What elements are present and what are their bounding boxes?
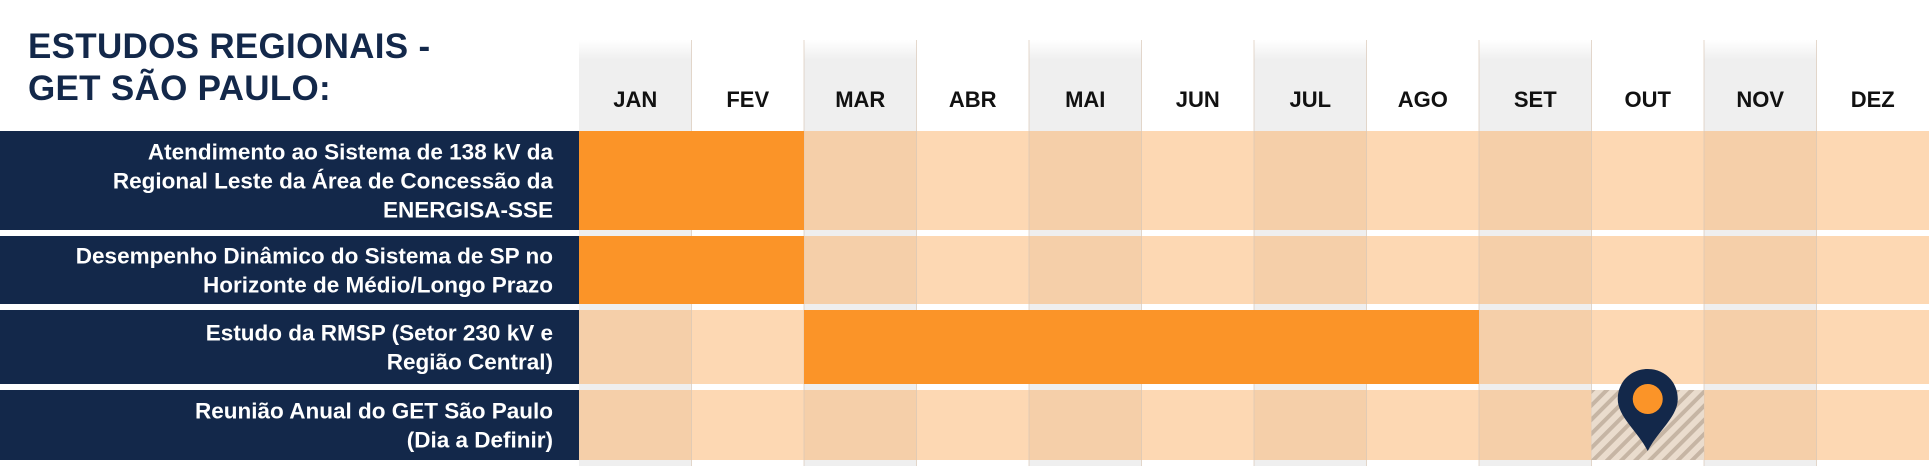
location-pin-icon bbox=[1617, 369, 1678, 451]
task-cell bbox=[1816, 131, 1929, 230]
task-cell bbox=[1366, 236, 1479, 304]
task-cell bbox=[1254, 390, 1367, 460]
chart-title: ESTUDOS REGIONAIS - GET SÃO PAULO: bbox=[28, 26, 430, 110]
task-label-line: (Dia a Definir) bbox=[407, 428, 553, 453]
task-cell bbox=[1816, 390, 1929, 460]
task-label-cell bbox=[0, 310, 579, 384]
task-labels: Atendimento ao Sistema de 138 kV da Regio… bbox=[76, 140, 554, 453]
task-cell bbox=[1479, 236, 1592, 304]
month-label: DEZ bbox=[1851, 87, 1895, 112]
month-label: OUT bbox=[1625, 87, 1672, 112]
task-cell bbox=[579, 310, 692, 384]
task-cell bbox=[1591, 236, 1704, 304]
month-band bbox=[1704, 60, 1817, 131]
task-label-line: Horizonte de Médio/Longo Prazo bbox=[203, 273, 553, 298]
task-cell bbox=[1366, 131, 1479, 230]
task-cell bbox=[1479, 131, 1592, 230]
task-cell bbox=[916, 390, 1029, 460]
month-band-fade bbox=[1704, 40, 1817, 60]
title-line-1: ESTUDOS REGIONAIS - bbox=[28, 27, 431, 66]
pin-dot bbox=[1632, 384, 1663, 414]
task-cell bbox=[804, 390, 917, 460]
task-label-line: Região Central) bbox=[387, 350, 553, 375]
month-band-fade bbox=[1254, 40, 1367, 60]
task-bars bbox=[579, 131, 1704, 460]
month-labels: JAN FEV MAR ABR MAI JUN JUL AGO SET OUT NOV DEZ bbox=[613, 87, 1895, 112]
month-label: MAI bbox=[1065, 87, 1105, 112]
month-band bbox=[804, 60, 917, 131]
task-cell bbox=[1704, 131, 1817, 230]
task-cell bbox=[1816, 236, 1929, 304]
task-cell bbox=[1029, 236, 1142, 304]
task-cell bbox=[1591, 131, 1704, 230]
month-band bbox=[579, 60, 692, 131]
task-cell bbox=[691, 390, 804, 460]
task-cell bbox=[1816, 310, 1929, 384]
month-label: JAN bbox=[613, 87, 657, 112]
task-cell bbox=[1366, 390, 1479, 460]
month-band bbox=[1254, 60, 1367, 131]
month-band-fade bbox=[1029, 40, 1142, 60]
task-label-cell bbox=[0, 390, 579, 460]
task-cell bbox=[1254, 236, 1367, 304]
task-bar bbox=[579, 236, 804, 304]
month-band-fade bbox=[1479, 40, 1592, 60]
task-label-line: Regional Leste da Área de Concessão da bbox=[113, 169, 554, 194]
month-label: SET bbox=[1514, 87, 1557, 112]
task-bar bbox=[804, 310, 1479, 384]
task-cell bbox=[1029, 390, 1142, 460]
task-label-line: ENERGISA-SSE bbox=[383, 198, 553, 223]
month-band bbox=[1029, 60, 1142, 131]
month-label: AGO bbox=[1398, 87, 1448, 112]
task-cell bbox=[1704, 236, 1817, 304]
task-cell bbox=[1479, 390, 1592, 460]
task-cell bbox=[691, 310, 804, 384]
month-label: JUN bbox=[1176, 87, 1220, 112]
month-label: ABR bbox=[949, 87, 997, 112]
task-cell bbox=[1141, 236, 1254, 304]
task-cell bbox=[804, 236, 917, 304]
task-label-line: Reunião Anual do GET São Paulo bbox=[195, 399, 553, 424]
task-label-cell bbox=[0, 131, 579, 230]
month-band-fade bbox=[804, 40, 917, 60]
task-cell bbox=[579, 390, 692, 460]
task-label-line: Estudo da RMSP (Setor 230 kV e bbox=[206, 321, 553, 346]
task-cell bbox=[916, 236, 1029, 304]
task-label-line: Desempenho Dinâmico do Sistema de SP no bbox=[76, 244, 553, 269]
task-label-line: Atendimento ao Sistema de 138 kV da bbox=[148, 140, 554, 165]
task-cell bbox=[1141, 131, 1254, 230]
task-bar bbox=[579, 131, 804, 230]
task-cell bbox=[1141, 390, 1254, 460]
title-line-2: GET SÃO PAULO: bbox=[28, 69, 331, 108]
month-band-fade bbox=[579, 40, 692, 60]
task-label-cell bbox=[0, 236, 579, 304]
month-label: MAR bbox=[835, 87, 885, 112]
month-label: JUL bbox=[1289, 87, 1331, 112]
task-cell bbox=[1704, 310, 1817, 384]
month-band bbox=[1479, 60, 1592, 131]
month-label: FEV bbox=[726, 87, 769, 112]
task-cell bbox=[804, 131, 917, 230]
task-cell bbox=[1704, 390, 1817, 460]
task-cell bbox=[1254, 131, 1367, 230]
task-cell bbox=[1029, 131, 1142, 230]
task-cell bbox=[1479, 310, 1592, 384]
month-label: NOV bbox=[1736, 87, 1784, 112]
task-cell bbox=[916, 131, 1029, 230]
